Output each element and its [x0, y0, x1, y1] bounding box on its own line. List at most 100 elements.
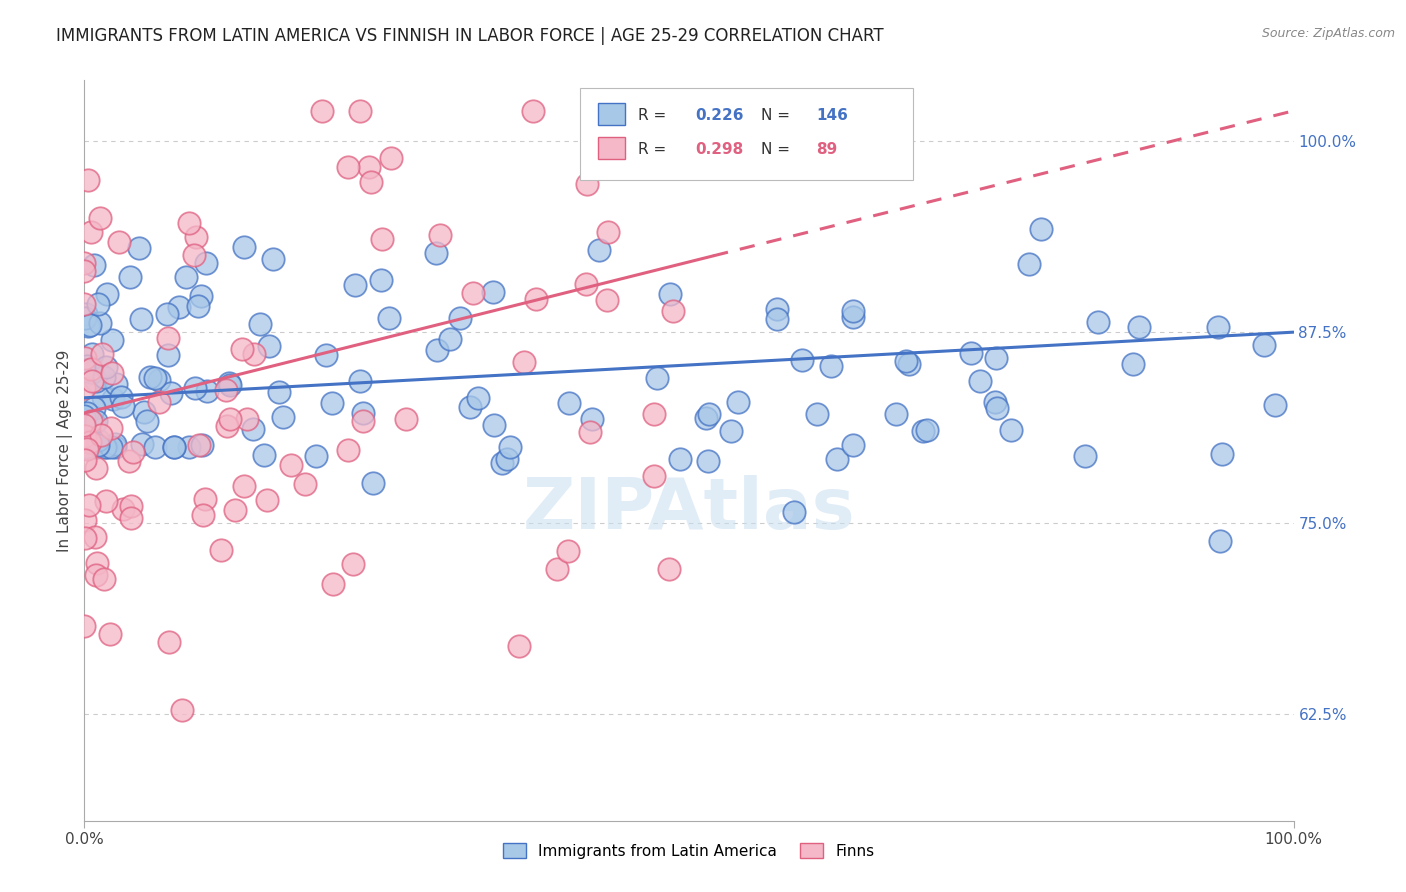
Point [661, 303, 683, 318]
Point [120, 511, 142, 525]
Point [262, 252, 284, 267]
Text: ZIPAtlas: ZIPAtlas [523, 475, 855, 544]
Point [156, 330, 179, 344]
Point [766, 311, 789, 326]
Point [87, 433, 110, 447]
Point [352, 413, 374, 427]
Point [195, 384, 218, 399]
Point [101, 367, 124, 381]
Point [73, 436, 96, 450]
Point [820, 359, 842, 373]
Point [219, 377, 242, 392]
Point [575, 277, 598, 291]
Point [75, 440, 97, 454]
Point [790, 353, 813, 368]
Point [73, 422, 96, 436]
Point [557, 544, 579, 558]
Point [194, 256, 217, 270]
Point [643, 469, 665, 483]
Point [183, 381, 205, 395]
Point [80, 225, 103, 239]
Point [231, 343, 253, 357]
Point [89, 211, 111, 225]
Point [695, 410, 717, 425]
Point [513, 354, 536, 368]
Point [145, 371, 167, 385]
Point [915, 423, 938, 437]
Point [669, 451, 692, 466]
Point [75, 307, 97, 321]
Point [481, 285, 503, 299]
Point [696, 454, 718, 468]
Point [188, 437, 211, 451]
Point [236, 412, 259, 426]
Point [163, 440, 186, 454]
Point [595, 293, 617, 307]
Point [508, 640, 530, 654]
Point [1128, 320, 1150, 334]
Point [524, 292, 547, 306]
Point [426, 343, 449, 357]
Point [294, 476, 316, 491]
Point [1209, 533, 1232, 548]
Point [77, 173, 100, 187]
Point [174, 270, 197, 285]
Point [576, 177, 599, 191]
Point [280, 458, 302, 473]
Point [702, 134, 724, 148]
Point [139, 370, 162, 384]
Point [1264, 398, 1286, 412]
Point [128, 241, 150, 255]
Point [439, 332, 461, 346]
Point [83, 416, 105, 430]
Point [91, 390, 114, 404]
Point [336, 160, 359, 174]
Point [80, 366, 103, 380]
Point [84, 530, 107, 544]
Point [194, 491, 217, 506]
Point [1122, 357, 1144, 371]
Point [93, 573, 115, 587]
Point [75, 440, 97, 454]
Point [233, 479, 256, 493]
Point [156, 348, 179, 362]
Point [773, 157, 796, 171]
Point [336, 442, 359, 457]
Point [842, 304, 865, 318]
Point [83, 401, 105, 416]
Point [84, 414, 107, 428]
Point [522, 103, 544, 118]
Point [496, 451, 519, 466]
Point [86, 556, 108, 570]
Point [380, 151, 402, 165]
Point [352, 407, 374, 421]
Point [249, 318, 271, 332]
Point [157, 635, 180, 649]
Point [242, 422, 264, 436]
Text: N =: N = [762, 108, 796, 122]
Point [897, 357, 920, 371]
Point [256, 493, 278, 508]
Point [104, 440, 127, 454]
Point [96, 494, 118, 508]
Point [73, 380, 96, 394]
Point [111, 400, 134, 414]
Point [80, 366, 103, 380]
Point [75, 351, 97, 366]
Point [129, 312, 152, 326]
Point [884, 407, 907, 421]
Point [191, 438, 214, 452]
Point [131, 436, 153, 450]
Text: IMMIGRANTS FROM LATIN AMERICA VS FINNISH IN LABOR FORCE | AGE 25-29 CORRELATION : IMMIGRANTS FROM LATIN AMERICA VS FINNISH… [56, 27, 884, 45]
Point [321, 396, 343, 410]
Point [783, 505, 806, 519]
Point [467, 391, 489, 405]
Point [491, 456, 513, 470]
Point [118, 454, 141, 468]
Point [76, 425, 98, 439]
FancyBboxPatch shape [599, 137, 624, 160]
Point [343, 278, 366, 293]
Point [73, 433, 96, 447]
Point [190, 289, 212, 303]
Point [596, 225, 619, 239]
